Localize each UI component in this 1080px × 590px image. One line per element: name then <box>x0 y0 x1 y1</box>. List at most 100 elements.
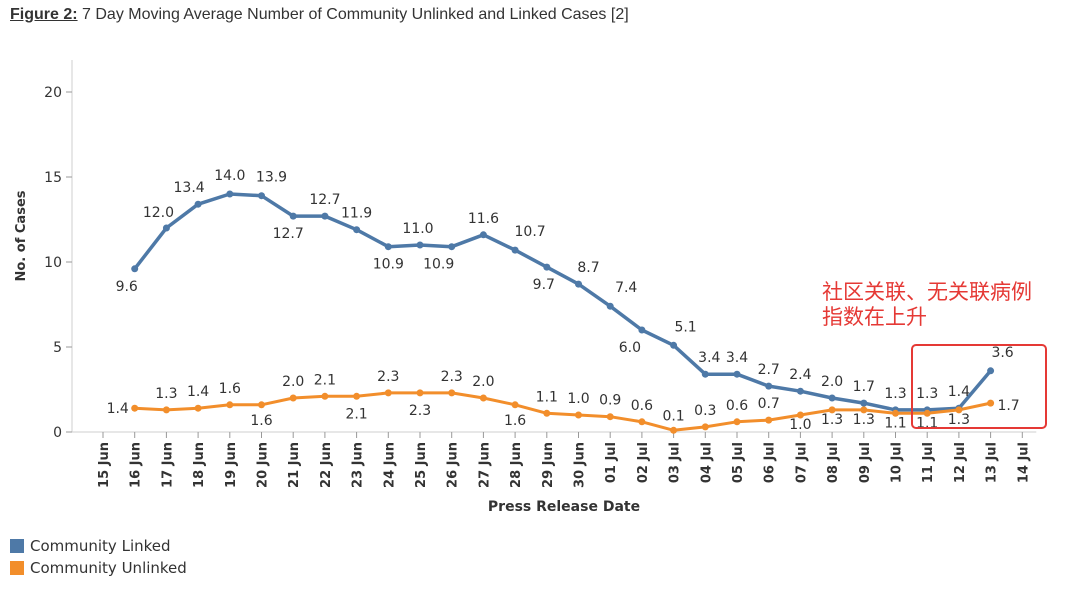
x-tick-label: 04 Jul <box>699 442 714 483</box>
x-tick-label: 15 Jun <box>97 442 112 488</box>
data-point-unlinked <box>955 406 963 414</box>
x-tick-label: 06 Jul <box>763 442 778 483</box>
y-tick-label: 15 <box>44 170 62 186</box>
legend-item-linked: Community Linked <box>10 537 171 555</box>
x-tick-label: 08 Jul <box>826 442 841 483</box>
data-label-unlinked: 1.6 <box>504 413 526 429</box>
data-point-linked <box>226 190 234 198</box>
figure-title-text: 7 Day Moving Average Number of Community… <box>82 6 629 23</box>
x-tick-label: 02 Jul <box>636 442 651 483</box>
data-label-unlinked: 1.6 <box>250 413 272 429</box>
data-label-unlinked: 2.1 <box>345 406 367 422</box>
data-point-unlinked <box>828 406 836 414</box>
data-label-linked: 11.9 <box>341 206 372 222</box>
data-point-linked <box>194 200 202 208</box>
data-point-unlinked <box>511 401 519 409</box>
data-label-linked: 1.4 <box>948 384 970 400</box>
data-point-linked <box>796 387 804 395</box>
data-label-linked: 1.7 <box>853 379 875 395</box>
data-point-linked <box>638 326 646 334</box>
y-tick-label: 0 <box>53 425 62 441</box>
data-label-linked: 3.4 <box>698 350 720 366</box>
y-tick-label: 5 <box>53 340 62 356</box>
data-label-unlinked: 1.3 <box>948 412 970 428</box>
legend-label-linked: Community Linked <box>30 537 171 555</box>
data-label-unlinked: 1.0 <box>789 417 811 433</box>
data-label-linked: 11.0 <box>402 221 433 237</box>
data-point-linked <box>670 341 678 349</box>
x-tick-label: 19 Jun <box>224 442 239 488</box>
data-point-linked <box>416 241 424 249</box>
x-tick-label: 01 Jul <box>604 442 619 483</box>
x-tick-label: 21 Jun <box>287 442 302 488</box>
data-point-unlinked <box>131 404 139 412</box>
data-label-unlinked: 1.3 <box>155 386 177 402</box>
data-label-linked: 9.7 <box>533 277 555 293</box>
data-label-linked: 5.1 <box>674 319 696 335</box>
legend-swatch-linked <box>10 539 24 553</box>
data-label-unlinked: 0.3 <box>694 403 716 419</box>
data-label-linked: 13.9 <box>256 170 287 186</box>
data-point-unlinked <box>353 392 361 400</box>
data-point-unlinked <box>575 411 582 419</box>
data-point-unlinked <box>162 406 170 414</box>
data-label-unlinked: 1.7 <box>997 398 1019 414</box>
data-label-linked: 12.0 <box>143 205 174 221</box>
data-label-linked: 9.6 <box>116 279 138 295</box>
data-point-unlinked <box>543 409 551 417</box>
data-label-unlinked: 2.0 <box>472 374 494 390</box>
data-label-linked: 2.0 <box>821 374 843 390</box>
x-tick-label: 18 Jun <box>192 442 207 488</box>
annotation-text: 社区关联、无关联病例 指数在上升 <box>822 280 1032 330</box>
data-label-linked: 6.0 <box>619 340 641 356</box>
x-tick-label: 22 Jun <box>319 442 334 488</box>
data-label-linked: 2.4 <box>789 367 811 383</box>
data-point-linked <box>765 382 773 390</box>
chart-lines <box>132 192 993 432</box>
data-label-linked: 14.0 <box>214 168 245 184</box>
figure-title: Figure 2: 7 Day Moving Average Number of… <box>10 6 629 24</box>
data-label-unlinked: 1.1 <box>884 415 906 431</box>
data-label-linked: 3.4 <box>726 350 748 366</box>
data-label-unlinked: 1.6 <box>219 381 241 397</box>
x-tick-label: 11 Jul <box>921 442 936 483</box>
data-label-linked: 10.7 <box>515 224 546 240</box>
x-tick-label: 29 Jun <box>541 442 556 488</box>
data-point-linked <box>384 243 392 251</box>
data-point-unlinked <box>987 399 995 407</box>
x-tick-label: 25 Jun <box>414 442 429 488</box>
data-point-unlinked <box>194 404 202 412</box>
y-tick-label: 20 <box>44 85 62 101</box>
data-point-unlinked <box>733 418 741 426</box>
data-label-linked: 7.4 <box>615 280 637 296</box>
data-point-unlinked <box>701 423 709 431</box>
x-tick-label: 26 Jun <box>446 442 461 488</box>
data-label-unlinked: 0.1 <box>662 408 684 424</box>
data-label-unlinked: 0.9 <box>599 393 621 409</box>
data-label-unlinked: 0.6 <box>631 398 653 414</box>
data-point-linked <box>448 243 456 251</box>
annotation-line-2: 指数在上升 <box>822 305 927 329</box>
data-label-unlinked: 2.3 <box>441 369 463 385</box>
x-tick-label: 16 Jun <box>129 442 144 488</box>
x-tick-label: 10 Jul <box>890 442 905 483</box>
data-point-linked <box>575 280 582 288</box>
legend-swatch-unlinked <box>10 561 24 575</box>
data-point-linked <box>131 265 139 273</box>
data-label-unlinked: 2.3 <box>377 369 399 385</box>
data-point-unlinked <box>860 406 868 414</box>
x-tick-label: 24 Jun <box>382 442 397 488</box>
annotation-line-1: 社区关联、无关联病例 <box>822 280 1032 304</box>
data-point-unlinked <box>923 409 931 417</box>
data-label-unlinked: 1.3 <box>821 412 843 428</box>
data-label-linked: 2.7 <box>758 362 780 378</box>
data-point-linked <box>258 192 265 200</box>
data-point-unlinked <box>638 418 646 426</box>
data-label-linked: 8.7 <box>577 260 599 276</box>
data-point-unlinked <box>289 394 297 402</box>
data-point-linked <box>162 224 170 232</box>
data-point-linked <box>353 226 361 234</box>
data-label-linked: 12.7 <box>273 226 304 242</box>
data-point-unlinked <box>416 389 424 397</box>
x-tick-label: 27 Jun <box>477 442 492 488</box>
